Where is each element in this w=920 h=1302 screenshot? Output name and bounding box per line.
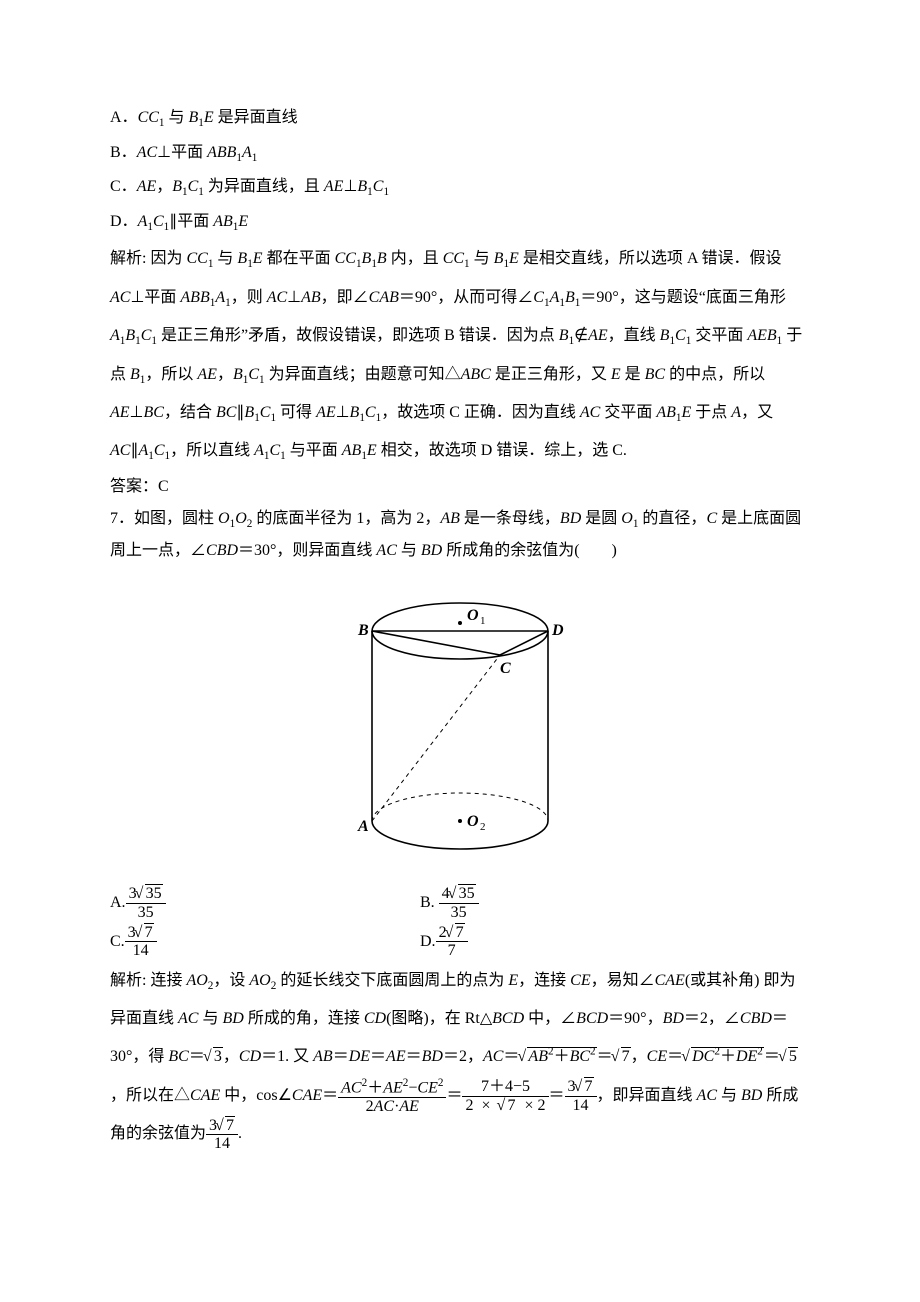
explain-label: 解析: (110, 972, 146, 989)
svg-text:O: O (467, 813, 479, 830)
svg-text:1: 1 (480, 615, 486, 627)
svg-text:O: O (467, 607, 479, 624)
svg-text:C: C (500, 660, 511, 677)
svg-text:A: A (357, 818, 369, 835)
q7-option-a: A.33535 (110, 885, 420, 921)
cylinder-diagram: O1 O2 B D C A (340, 583, 580, 863)
q7-option-c: C.3714 (110, 924, 420, 960)
q6-option-d: D．A1C1∥平面 AB1E (110, 206, 810, 239)
svg-text:B: B (357, 622, 369, 639)
q6-explanation: 解析: 因为 CC1 与 B1E 都在平面 CC1B1B 内，且 CC1 与 B… (110, 240, 810, 470)
q7-stem: 7．如图，圆柱 O1O2 的底面半径为 1，高为 2，AB 是一条母线，BD 是… (110, 503, 810, 568)
q6-option-c: C．AE，B1C1 为异面直线，且 AE⊥B1C1 (110, 171, 810, 204)
svg-text:2: 2 (480, 821, 486, 833)
q6-option-a: A．CC1 与 B1E 是异面直线 (110, 102, 810, 135)
q7-option-d: D.277 (420, 924, 730, 960)
q7-option-b: B. 43535 (420, 885, 730, 921)
q7-figure: O1 O2 B D C A (110, 583, 810, 875)
q7-explanation: 解析: 连接 AO2，设 AO2 的延长线交下底面圆周上的点为 E，连接 CE，… (110, 962, 810, 1154)
q6-answer: 答案：C (110, 471, 810, 503)
q7-options-row2: C.3714 D.277 (110, 924, 810, 960)
svg-text:D: D (551, 622, 564, 639)
q6-option-b: B．AC⊥平面 ABB1A1 (110, 137, 810, 170)
explain-label: 解析: (110, 250, 146, 267)
page-content: A．CC1 与 B1E 是异面直线 B．AC⊥平面 ABB1A1 C．AE，B1… (0, 0, 920, 1302)
q7-options-row1: A.33535 B. 43535 (110, 885, 810, 921)
